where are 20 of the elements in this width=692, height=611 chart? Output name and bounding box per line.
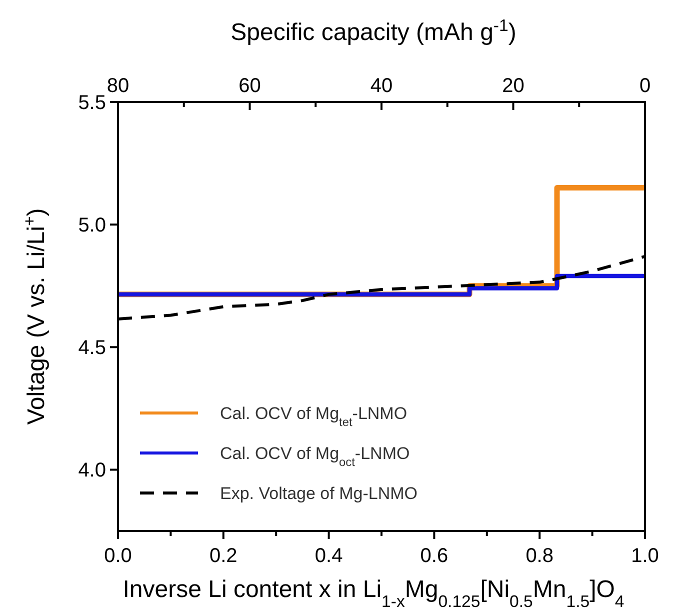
x2-axis-title: Specific capacity (mAh g$^{-1}$): [230, 16, 516, 46]
x2-tick-label: 60: [238, 75, 261, 97]
x-tick-label: 1.0: [631, 545, 659, 567]
x-tick-label: 0.0: [104, 545, 132, 567]
x-tick-label: 0.6: [420, 545, 448, 567]
legend-label: Exp. Voltage of Mg-LNMO: [220, 484, 418, 503]
y-tick-label: 4.0: [78, 460, 106, 482]
x-tick-label: 0.2: [209, 545, 238, 567]
legend-label: Cal. OCV of Mg$_{oct}$-LNMO: [220, 444, 410, 469]
x-tick-label: 0.4: [314, 545, 343, 567]
x2-tick-label: 20: [502, 75, 524, 97]
x-tick-label: 0.8: [526, 545, 554, 567]
text: Inverse Li content x in Li$_{1-x}$Mg$_{0.125}$[Ni$_{0.5}$Mn$_{1.5}$]O$_{4}$: [122, 576, 624, 610]
y-tick-label: 4.5: [78, 337, 106, 360]
x2-tick-label: 0: [639, 75, 651, 97]
y-tick-label: 5.5: [78, 92, 106, 114]
x2-tick-label: 80: [106, 75, 130, 97]
legend-label: Cal. OCV of Mg$_{tet}$-LNMO: [220, 404, 408, 429]
x2-tick-label: 40: [370, 75, 393, 97]
y-tick-label: 5.0: [78, 214, 106, 237]
